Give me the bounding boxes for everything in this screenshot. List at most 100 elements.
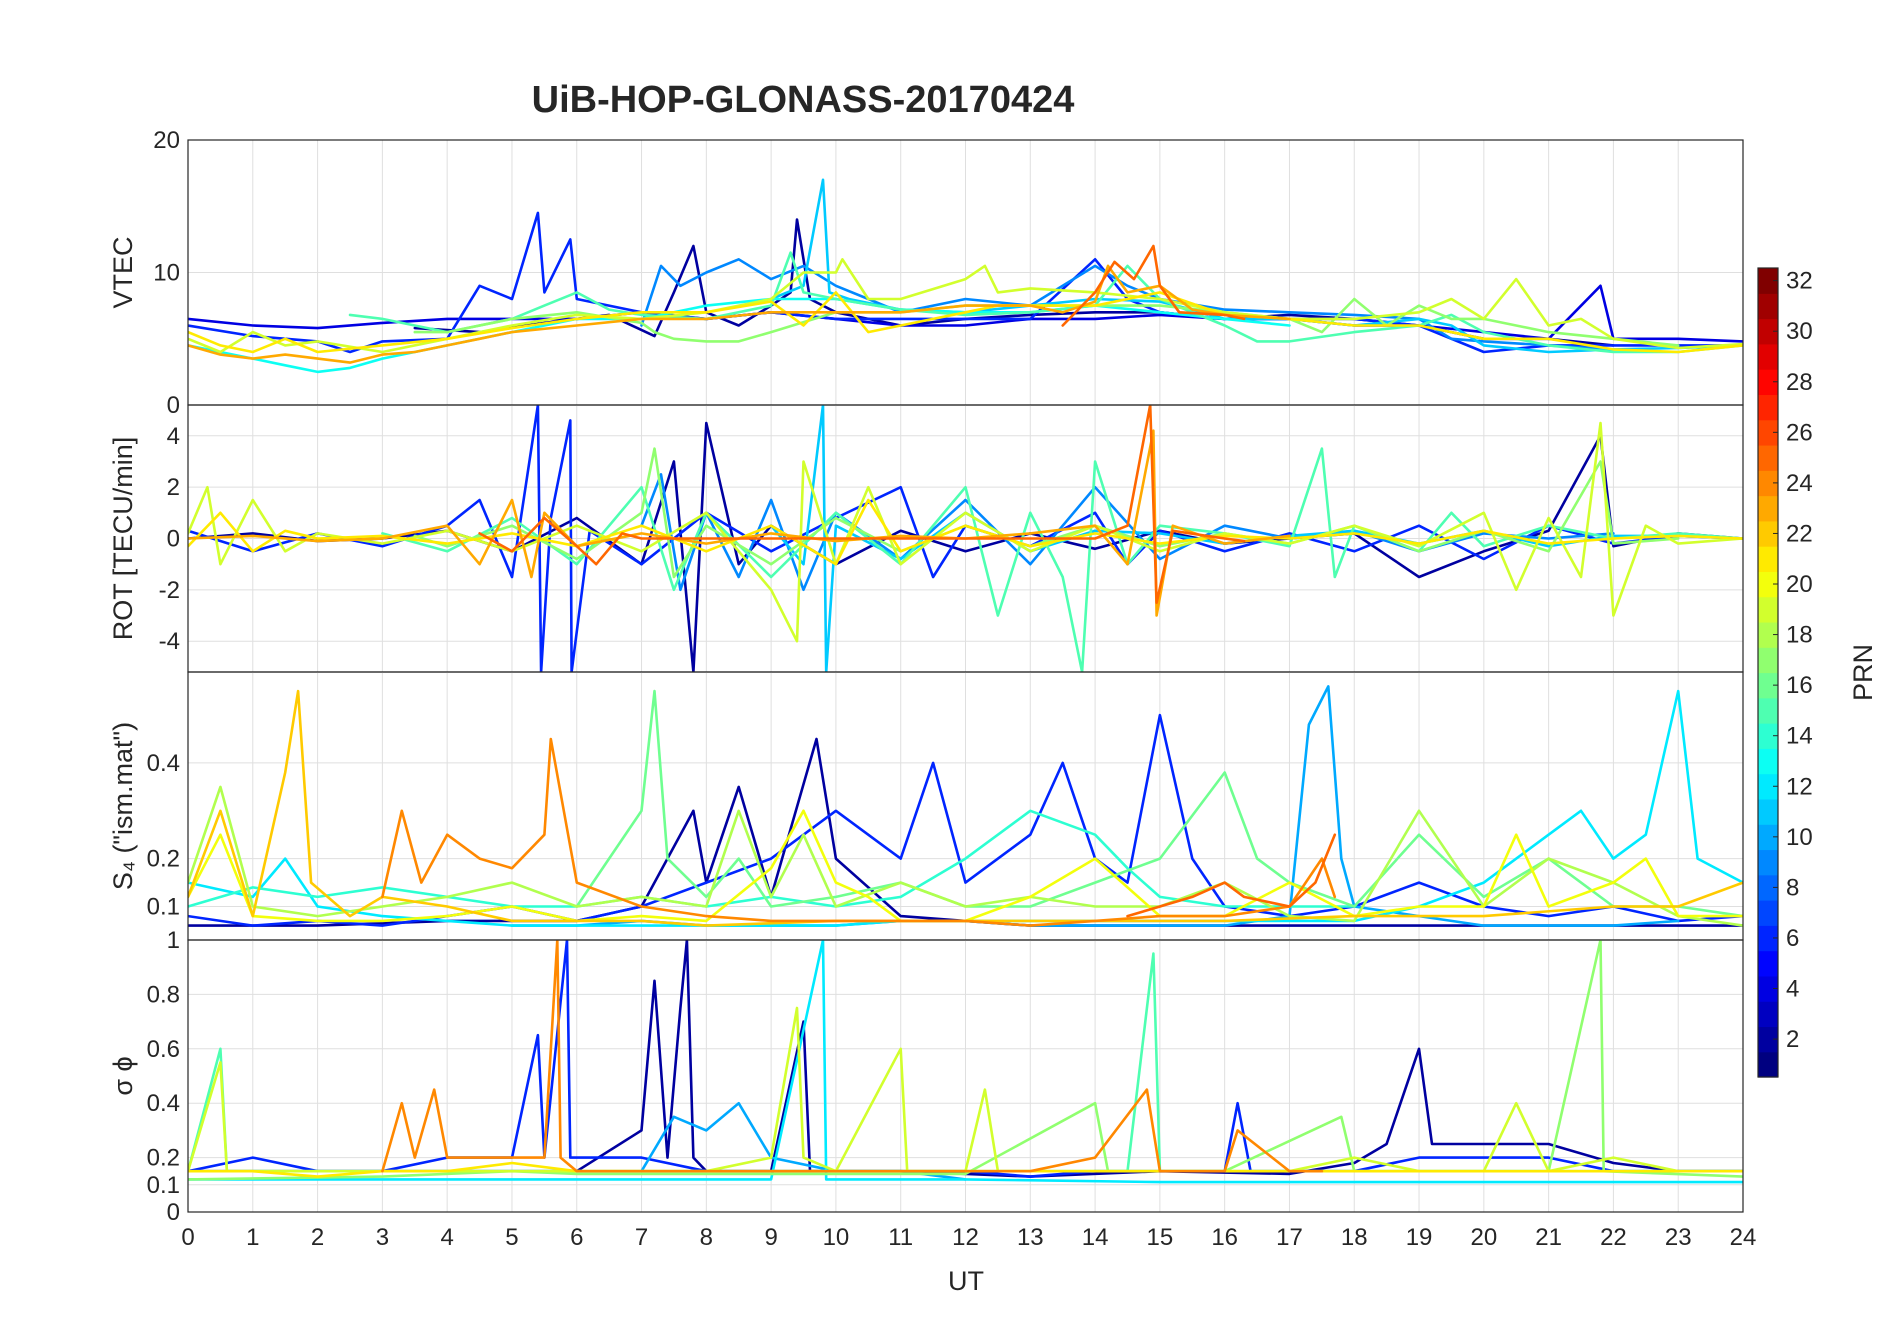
x-tick-label: 0 [181,1224,194,1251]
x-tick-label: 11 [888,1224,913,1251]
panel-vtec: 0 10 20 VTEC [108,127,1744,419]
panel-sigma: 00.10.2 0.4 0.6 0.8 1 σ ϕ [108,927,1744,1226]
colorbar-tick-label: 22 [1786,520,1813,547]
x-tick-label: 4 [440,1224,453,1251]
x-tick-label: 21 [1535,1224,1562,1251]
colorbar-segment [1758,925,1778,952]
y-tick-label: 4 [167,423,180,450]
colorbar-tick-label: 28 [1786,369,1813,396]
y-tick-label: 10 [153,260,180,287]
y-axis-label: σ ϕ [108,1056,138,1095]
x-tick-label: 1 [246,1224,259,1251]
colorbar-segment [1758,1026,1778,1053]
colorbar-segment [1758,394,1778,421]
panel-s4: 0.1 0.2 0.4 S₄ ("ism.mat") [108,671,1744,941]
series-group [188,940,1743,1184]
y-tick-label: -4 [159,628,180,655]
x-tick-label: 10 [823,1224,850,1251]
x-axis-label: UT [948,1266,984,1296]
y-tick-label: 2 [167,474,180,501]
series-prn-23 [188,429,1291,617]
colorbar-segment [1758,268,1778,294]
x-tick-label: 7 [635,1224,648,1251]
x-tick-label: 8 [700,1224,713,1251]
colorbar-segment [1758,874,1778,901]
colorbar-tick-label: 18 [1786,622,1813,649]
colorbar-segment [1758,571,1778,598]
colorbar-segment [1758,444,1778,471]
colorbar-tick-label: 14 [1786,723,1813,750]
y-tick-label: 0.2 [147,1145,180,1172]
series-prn-21 [188,498,1743,566]
colorbar-segment [1758,798,1778,825]
series-prn-17 [188,940,1743,1181]
series-prn-24 [381,940,1324,1173]
x-tick-label: 18 [1341,1224,1368,1251]
series-prn-24 [381,737,1337,927]
axes-frame [187,939,1744,1213]
x-tick-label: 6 [570,1224,583,1251]
colorbar-tick-label: 2 [1786,1026,1799,1053]
colorbar-tick-label: 26 [1786,419,1813,446]
colorbar-segment [1758,849,1778,876]
y-tick-label: 20 [153,127,180,154]
colorbar-tick-label: 8 [1786,874,1799,901]
colorbar-segment [1758,900,1778,926]
series-prn-15 [381,447,1743,672]
series-prn-11 [769,405,1743,672]
x-tick-label: 17 [1276,1224,1303,1251]
panel-rot: -4 -2 0 2 4 ROT [TECU/min] [108,404,1744,673]
x-tick-label: 19 [1406,1224,1433,1251]
colorbar-segment [1758,621,1778,648]
x-tick-label: 2 [311,1224,324,1251]
colorbar-tick-label: 4 [1786,976,1799,1003]
series-prn-25 [478,405,1246,604]
colorbar-tick-label: 16 [1786,672,1813,699]
y-tick-label: 0.6 [147,1036,180,1063]
colorbar-segment [1758,723,1778,749]
colorbar-segment [1758,495,1778,522]
x-tick-label: 15 [1147,1224,1174,1251]
y-tick-label: 1 [167,927,180,954]
series-prn-22 [188,689,1743,927]
colorbar-segment [1758,596,1778,623]
series-prn-12 [188,940,1743,1184]
series-prn-19 [188,1006,1743,1173]
colorbar-segment [1758,470,1778,497]
y-tick-label: 0.8 [147,981,180,1008]
y-axis-label: ROT [TECU/min] [108,437,138,641]
colorbar-label: PRN [1848,644,1878,701]
x-tick-label: 22 [1600,1224,1627,1251]
colorbar-segment [1758,824,1778,851]
series-prn-23 [188,264,1291,364]
colorbar-segment [1758,773,1778,800]
colorbar-segment [1758,1001,1778,1028]
colorbar-segment [1758,950,1778,977]
colorbar-tick-label: 30 [1786,318,1813,345]
colorbar-segment [1758,1051,1778,1078]
colorbar-tick-label: 20 [1786,571,1813,598]
colorbar-segment [1758,369,1778,396]
colorbar-tick-label: 24 [1786,470,1813,497]
y-tick-label: 0 [167,392,180,419]
colorbar-segment [1758,343,1778,370]
series-prn-25 [1061,244,1246,327]
colorbar-segment [1758,520,1778,547]
y-tick-label: 0 [167,526,180,553]
x-tick-label: 13 [1017,1224,1044,1251]
colorbar-segment [1758,697,1778,724]
y-tick-label: 0.1 [147,894,180,921]
x-tick-label: 12 [952,1224,979,1251]
y-tick-label: 0.4 [147,750,180,777]
series-prn-12 [188,689,1743,927]
series-prn-16 [575,689,1743,918]
x-tick-label: 14 [1082,1224,1109,1251]
x-tick-label: 3 [376,1224,389,1251]
y-tick-label: 0.2 [147,846,180,873]
y-axis-label: VTEC [108,236,138,308]
colorbar-frame [1757,267,1779,1078]
y-tick-label: 0.4 [147,1090,180,1117]
